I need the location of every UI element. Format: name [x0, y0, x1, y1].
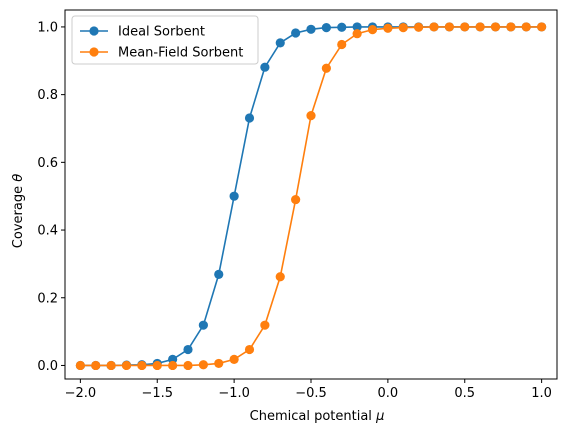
- data-point: [244, 113, 255, 123]
- data-point: [214, 358, 224, 369]
- legend-box: [71, 15, 259, 65]
- data-point: [260, 62, 270, 72]
- data-point: [490, 22, 501, 32]
- data-point: [475, 22, 485, 32]
- y-axis-label: Coverage θ: [11, 174, 26, 248]
- data-point: [121, 360, 132, 371]
- data-point: [260, 320, 270, 330]
- data-point: [91, 360, 101, 371]
- data-point: [306, 24, 316, 34]
- x-tick-label: 1.0: [531, 386, 552, 401]
- y-tick-label: 0.8: [37, 88, 58, 103]
- data-point: [398, 23, 408, 33]
- x-axis-label: Chemical potential μ: [250, 409, 385, 424]
- y-tick-label: 0.2: [37, 291, 58, 306]
- data-point: [414, 22, 424, 32]
- data-point: [229, 191, 239, 201]
- data-point: [506, 22, 516, 32]
- y-tick-label: 0.6: [37, 156, 58, 171]
- data-point: [291, 28, 301, 38]
- data-point: [275, 272, 285, 282]
- y-tick-label: 0.4: [37, 224, 58, 239]
- legend-item-1: Ideal Sorbent: [80, 25, 205, 40]
- data-point: [429, 22, 439, 32]
- data-point: [198, 360, 208, 370]
- y-tick-label: 0.0: [37, 359, 58, 374]
- data-point: [321, 63, 331, 73]
- data-point: [367, 25, 378, 35]
- data-point: [75, 360, 85, 371]
- data-point: [198, 320, 208, 330]
- data-point: [214, 269, 224, 279]
- data-point: [244, 344, 255, 355]
- data-point: [537, 22, 547, 32]
- legend-marker: [89, 47, 99, 57]
- x-tick-label: −2.0: [65, 386, 97, 401]
- data-point: [306, 111, 316, 121]
- data-point: [321, 23, 331, 33]
- data-point: [460, 22, 470, 32]
- data-point: [352, 22, 362, 32]
- legend: Ideal Sorbent Mean-Field Sorbent: [71, 15, 259, 65]
- data-point: [352, 29, 362, 39]
- data-point: [106, 360, 116, 371]
- data-point: [168, 360, 178, 371]
- data-point: [183, 360, 193, 371]
- x-tick-label: −0.5: [295, 386, 327, 401]
- data-point: [291, 194, 301, 205]
- data-point: [229, 354, 239, 364]
- legend-item-2: Mean-Field Sorbent: [80, 46, 243, 61]
- data-point: [521, 22, 531, 32]
- legend-label: Ideal Sorbent: [118, 25, 205, 40]
- data-point: [152, 360, 162, 371]
- y-tick-label: 1.0: [37, 20, 58, 35]
- data-point: [383, 23, 393, 33]
- x-tick-label: −1.5: [141, 386, 173, 401]
- plot-area: [75, 22, 547, 371]
- x-tick-label: −1.0: [218, 386, 250, 401]
- x-tick-label: 0.0: [378, 386, 399, 401]
- data-point: [337, 22, 347, 32]
- data-point: [275, 38, 285, 48]
- data-point: [137, 360, 147, 371]
- legend-label: Mean-Field Sorbent: [118, 46, 243, 61]
- axes: −2.0 −1.5 −1.0 −0.5 0.0 0.5 1.0 0.0 0.2 0.4 0.6 0.8…: [37, 9, 558, 401]
- data-point: [337, 39, 347, 50]
- data-point: [183, 344, 193, 355]
- data-point: [444, 22, 454, 32]
- legend-marker: [89, 26, 99, 36]
- series-2: [75, 22, 547, 371]
- x-tick-label: 0.5: [454, 386, 475, 401]
